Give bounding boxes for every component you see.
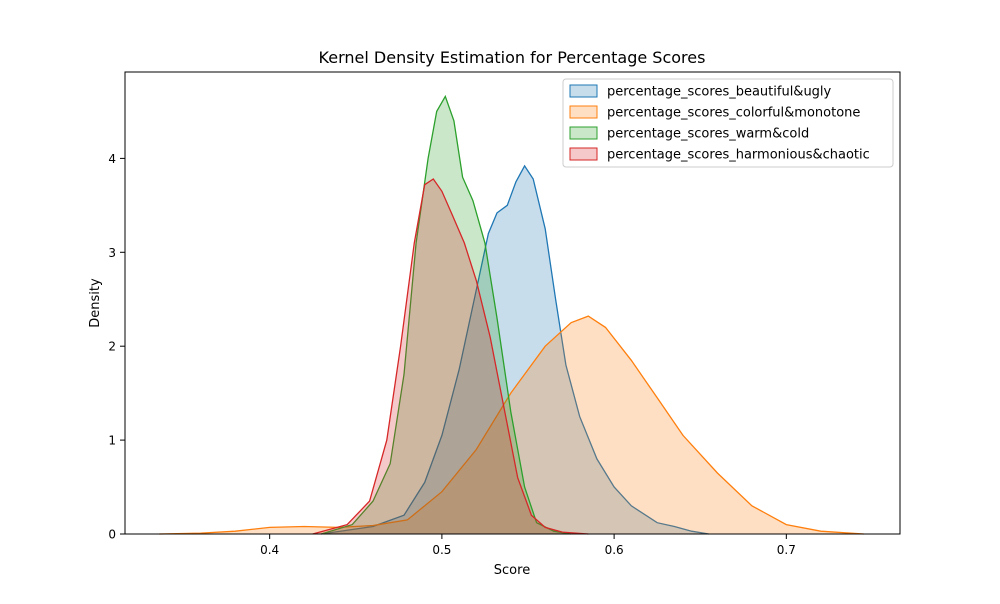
legend-label: percentage_scores_beautiful&ugly [607,85,832,100]
legend-swatch [569,105,598,119]
legend-label: percentage_scores_colorful&monotone [607,106,860,121]
x-tick-label: 0.4 [260,543,279,557]
y-tick-label: 0 [108,528,116,542]
series-area-3 [312,179,589,534]
series-area-1 [159,316,864,534]
y-axis: 0 1 2 3 4 [108,152,125,542]
series-line-2 [321,94,572,535]
series-area-0 [321,165,709,534]
legend-label: percentage_scores_warm&cold [607,127,809,142]
series-line-3 [312,178,589,535]
series-line-0 [321,164,709,535]
y-tick-label: 4 [108,152,116,166]
legend: percentage_scores_beautiful&ugly percenta… [562,78,894,168]
plot-frame [124,71,901,535]
legend-box [562,78,894,168]
x-tick-label: 0.7 [777,543,796,557]
series-area-2 [321,96,572,535]
legend-swatch [569,147,598,161]
y-tick-label: 2 [108,340,116,354]
legend-label: percentage_scores_harmonious&chaotic [607,148,870,163]
x-tick-label: 0.5 [432,543,451,557]
legend-swatch [569,84,598,98]
y-axis-label: Density [88,278,103,328]
y-tick-label: 3 [108,246,116,260]
density-areas [159,94,864,535]
y-tick-label: 1 [108,434,116,448]
x-tick-label: 0.6 [605,543,624,557]
legend-swatch [569,126,598,140]
x-axis: 0.4 0.5 0.6 0.7 [260,534,796,557]
series-line-1 [159,315,864,535]
x-axis-label: Score [494,563,530,578]
chart-title: Kernel Density Estimation for Percentage… [319,48,706,67]
